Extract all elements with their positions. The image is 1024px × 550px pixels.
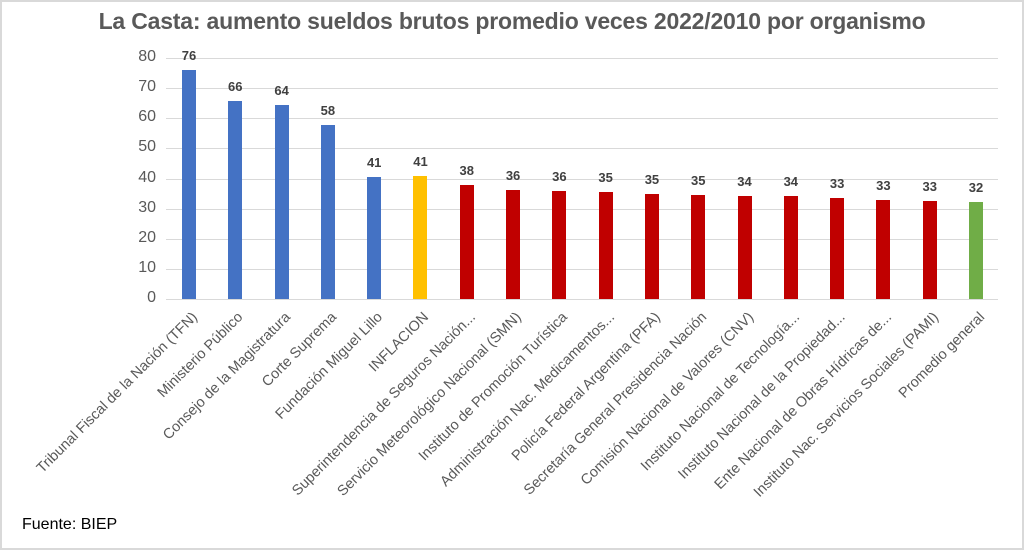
bar: [876, 199, 891, 299]
y-tick-label: 30: [138, 198, 156, 216]
y-tick-label: 0: [147, 289, 156, 306]
y-tick-label: 10: [138, 258, 156, 276]
gridline: [166, 88, 998, 90]
bar: [737, 195, 752, 299]
data-label: 76: [181, 48, 197, 64]
data-label: 36: [552, 168, 567, 184]
y-tick-label: 70: [138, 78, 156, 96]
data-label: 58: [320, 103, 336, 119]
data-label: 35: [598, 170, 613, 186]
bar: [552, 190, 567, 299]
data-label: 36: [505, 167, 521, 183]
gridline: [166, 178, 998, 180]
data-label: 38: [459, 163, 474, 179]
data-label: 64: [274, 83, 289, 99]
data-label: 33: [829, 176, 845, 192]
data-label: 66: [228, 78, 243, 94]
chart-title: La Casta: aumento sueldos brutos promedi…: [98, 8, 926, 34]
bar: [182, 70, 196, 299]
data-label: 35: [691, 172, 706, 188]
y-tick-label: 60: [138, 108, 156, 126]
data-label: 32: [968, 179, 984, 195]
bar: [274, 105, 289, 299]
data-label: 33: [876, 177, 891, 193]
bar: [598, 192, 613, 299]
gridline: [166, 58, 998, 59]
bar: [922, 200, 937, 299]
bar: [783, 195, 798, 299]
data-label: 33: [922, 178, 937, 194]
data-label: 41: [366, 154, 382, 170]
bar: [830, 198, 845, 299]
gridline: [166, 148, 998, 150]
bar: [459, 185, 474, 299]
y-tick-label: 80: [138, 48, 156, 65]
gridline: [166, 238, 998, 240]
gridline: [166, 268, 998, 270]
data-label: 34: [783, 173, 799, 189]
bar: [320, 125, 335, 299]
bar: [228, 100, 243, 299]
bar: [644, 194, 659, 299]
data-label: 41: [413, 153, 428, 169]
gridline: [166, 208, 998, 210]
bar: [506, 189, 521, 299]
data-label: 35: [644, 172, 660, 188]
gridline: [166, 299, 998, 300]
data-label: 34: [737, 173, 752, 189]
plot-area: 76 66 64 58 41 41 38 36 36 35 35 35 34 34 33 33 33 32: [166, 48, 998, 300]
gridline: [166, 118, 998, 120]
bar: [969, 201, 983, 299]
bar: [691, 194, 706, 299]
source-note: Fuente: BIEP: [22, 516, 118, 533]
y-tick-label: 20: [138, 228, 156, 246]
y-tick-label: 40: [138, 168, 156, 186]
bar: [413, 175, 428, 299]
y-tick-label: 50: [138, 138, 156, 156]
bar: [367, 176, 382, 299]
